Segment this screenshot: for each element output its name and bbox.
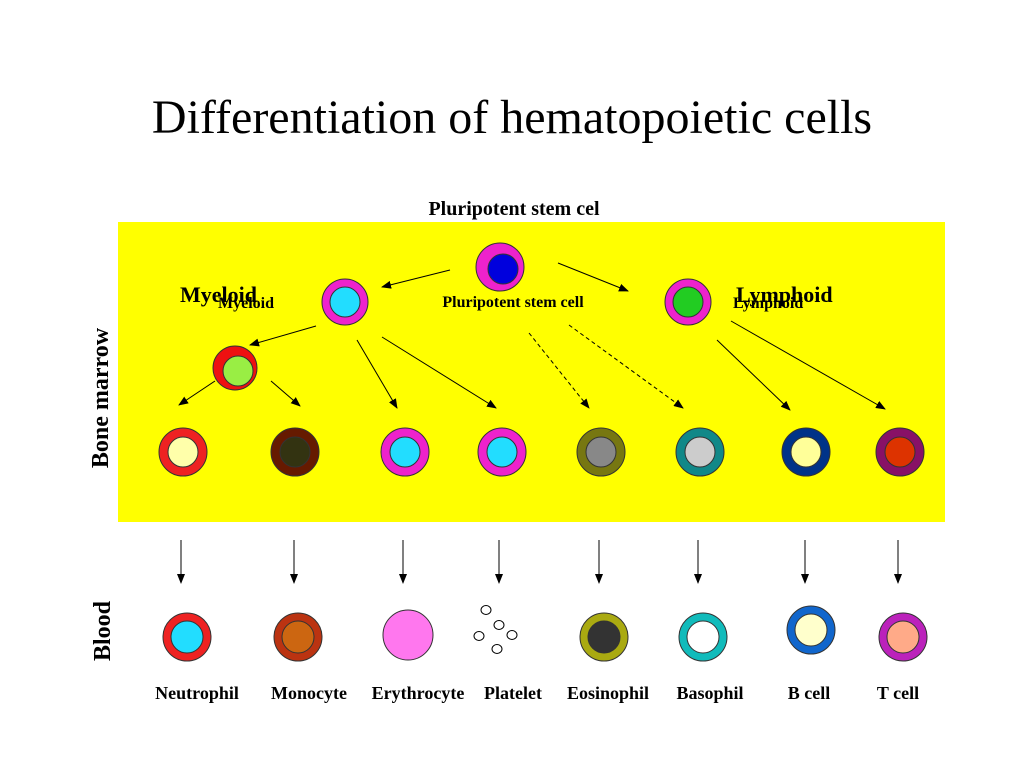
blood-cell-nucleus: [886, 620, 920, 654]
blood-cell-label-monocyte: Monocyte: [271, 683, 347, 703]
platelet-fragment: [506, 630, 518, 640]
dashed-arrow: [528, 332, 590, 409]
blood-cell-basophil: [678, 612, 728, 662]
platelet-fragment: [480, 605, 492, 615]
blood-cell-label-t-cell: T cell: [877, 683, 919, 703]
marrow-cell-eosinophil-precursor: [576, 427, 626, 477]
myeloid-progenitor: [321, 278, 369, 326]
blood-cell-neutrophil: [162, 612, 212, 662]
marrow-cell-monocyte-precursor: [270, 427, 320, 477]
marrow-cell-nucleus: [279, 436, 311, 468]
platelet-fragment: [491, 644, 503, 654]
marrow-cell-nucleus: [167, 436, 199, 468]
solid-arrow: [270, 380, 301, 407]
solid-arrow: [178, 380, 216, 406]
blood-cell-platelet: [473, 605, 518, 654]
blood-cell-nucleus: [170, 620, 204, 654]
blood-cell-nucleus: [587, 620, 621, 654]
marrow-cell-platelet-precursor: [477, 427, 527, 477]
myeloid-label-small: Myeloid: [218, 295, 274, 312]
blood-cell-labels: Neutrophil Monocyte Erythrocyte Platelet Eos…: [155, 683, 919, 703]
stem-cell-title: Pluripotent stem cel: [428, 198, 600, 220]
marrow-cell-t-cell-precursor: [875, 427, 925, 477]
blood-cell-label-b-cell: B cell: [788, 683, 831, 703]
blood-cell-label-erythrocyte: Erythrocyte: [372, 683, 465, 703]
marrow-cell-neutrophil-precursor: [158, 427, 208, 477]
differentiation-arrows: [177, 262, 902, 584]
blood-cell-t-cell: [878, 612, 928, 662]
marrow-cell-nucleus: [389, 436, 421, 468]
blood-cell-row: [162, 605, 928, 662]
blood-cell-b-cell: [786, 605, 836, 655]
marrow-cell-b-cell-precursor: [781, 427, 831, 477]
stem-cell-nucleus: [487, 253, 519, 285]
bone-marrow-label: Bone marrow: [88, 327, 114, 468]
blood-cell-erythrocyte: [382, 609, 434, 661]
solid-arrow: [557, 262, 629, 292]
stem-cell-label: Pluripotent stem cell: [442, 294, 584, 311]
platelet-fragment: [473, 631, 485, 641]
solid-arrow: [381, 269, 451, 289]
blood-cell-eosinophil: [579, 612, 629, 662]
lymphoid-progenitor-nucleus: [672, 286, 704, 318]
marrow-cell-row: [158, 427, 925, 477]
myeloblast-nucleus: [222, 355, 254, 387]
solid-arrow: [381, 336, 497, 409]
marrow-cell-nucleus: [684, 436, 716, 468]
marrow-cell-nucleus: [585, 436, 617, 468]
dashed-arrow: [568, 324, 684, 409]
blood-cell-body: [382, 609, 434, 661]
lymphoid-label-small: Lymphoid: [733, 295, 803, 312]
blood-cell-label-basophil: Basophil: [676, 683, 743, 703]
blood-cell-label-platelet: Platelet: [484, 683, 542, 703]
myeloblast: [212, 345, 258, 391]
solid-arrow: [249, 325, 317, 347]
solid-arrow: [730, 320, 886, 410]
solid-arrow: [356, 339, 398, 409]
platelet-fragment: [493, 620, 505, 630]
marrow-cell-nucleus: [486, 436, 518, 468]
slide-title: Differentiation of hematopoietic cells: [151, 91, 873, 144]
lymphoid-progenitor: [664, 278, 712, 326]
myeloid-label: Myeloid: [180, 282, 257, 307]
lymphoid-label: Lymphoid: [736, 282, 833, 307]
myeloid-progenitor-nucleus: [329, 286, 361, 318]
blood-cell-nucleus: [686, 620, 720, 654]
blood-cell-nucleus: [281, 620, 315, 654]
marrow-cell-nucleus: [790, 436, 822, 468]
marrow-cell-erythrocyte-precursor: [380, 427, 430, 477]
marrow-cell-nucleus: [884, 436, 916, 468]
blood-label: Blood: [90, 600, 116, 661]
marrow-cell-basophil-precursor: [675, 427, 725, 477]
solid-arrow: [716, 339, 791, 411]
stem-cell: [475, 242, 525, 292]
blood-cell-label-eosinophil: Eosinophil: [567, 683, 649, 703]
blood-cell-label-neutrophil: Neutrophil: [155, 683, 239, 703]
blood-cell-monocyte: [273, 612, 323, 662]
blood-cell-nucleus: [794, 613, 828, 647]
